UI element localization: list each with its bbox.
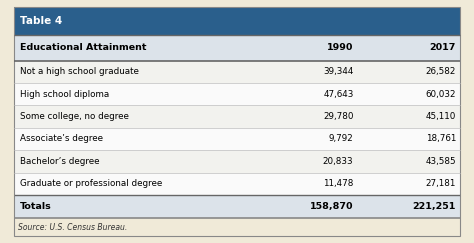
Text: 39,344: 39,344 [323,67,354,77]
Bar [14,35,255,61]
Text: 45,110: 45,110 [426,112,456,121]
Bar [14,83,255,105]
Bar [14,105,255,128]
Text: Educational Attainment: Educational Attainment [20,43,146,52]
Bar [357,61,460,83]
Bar [14,173,255,195]
Bar [357,128,460,150]
Bar [14,195,255,218]
Bar [14,7,460,35]
Text: 11,478: 11,478 [323,179,354,188]
Bar [357,83,460,105]
Bar [14,128,255,150]
Text: Table 4: Table 4 [20,16,62,26]
Text: 221,251: 221,251 [412,202,456,211]
Bar [357,150,460,173]
Text: 60,032: 60,032 [426,90,456,99]
Text: 27,181: 27,181 [426,179,456,188]
Text: 9,792: 9,792 [329,134,354,144]
Bar [255,195,357,218]
Text: 20,833: 20,833 [323,157,354,166]
Bar [255,128,357,150]
Bar [357,173,460,195]
Text: 43,585: 43,585 [425,157,456,166]
Bar [255,83,357,105]
Bar [255,61,357,83]
Bar [255,150,357,173]
Text: Bachelor’s degree: Bachelor’s degree [20,157,100,166]
Bar [14,61,255,83]
Text: 18,761: 18,761 [426,134,456,144]
Text: 1990: 1990 [327,43,354,52]
Text: 29,780: 29,780 [323,112,354,121]
Bar [255,105,357,128]
Text: Graduate or professional degree: Graduate or professional degree [20,179,162,188]
Text: Source: U.S. Census Bureau.: Source: U.S. Census Bureau. [18,223,127,232]
Bar [357,105,460,128]
Bar [357,195,460,218]
Bar [357,35,460,61]
Bar [255,173,357,195]
Text: 2017: 2017 [429,43,456,52]
Bar [14,150,255,173]
Bar [255,35,357,61]
Text: Associate’s degree: Associate’s degree [20,134,103,144]
Text: Not a high school graduate: Not a high school graduate [20,67,139,77]
Text: High school diploma: High school diploma [20,90,109,99]
Text: Totals: Totals [20,202,52,211]
Text: 158,870: 158,870 [310,202,354,211]
Text: 26,582: 26,582 [426,67,456,77]
Text: 47,643: 47,643 [323,90,354,99]
Text: Some college, no degree: Some college, no degree [20,112,129,121]
